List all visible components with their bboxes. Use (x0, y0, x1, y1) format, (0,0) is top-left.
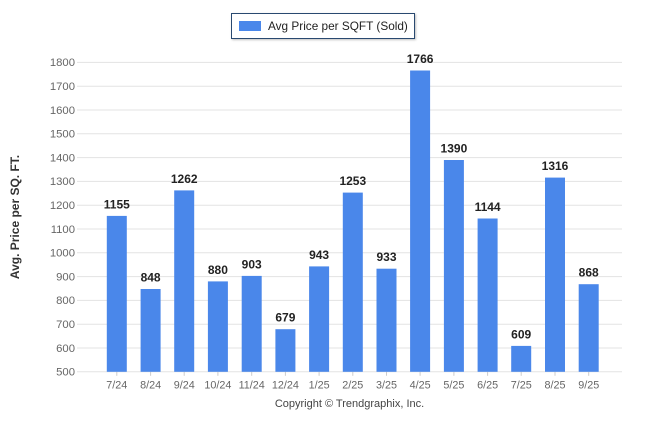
svg-text:8/24: 8/24 (140, 379, 161, 391)
svg-text:900: 900 (56, 271, 75, 283)
svg-text:4/25: 4/25 (410, 379, 431, 391)
svg-text:800: 800 (56, 295, 75, 307)
svg-text:500: 500 (56, 367, 75, 379)
svg-text:700: 700 (56, 319, 75, 331)
svg-text:848: 848 (141, 271, 161, 285)
svg-text:1100: 1100 (51, 224, 75, 236)
svg-text:12/24: 12/24 (272, 379, 299, 391)
svg-text:1500: 1500 (50, 129, 75, 141)
svg-text:1700: 1700 (50, 81, 75, 93)
svg-text:933: 933 (376, 250, 396, 264)
svg-text:1400: 1400 (50, 152, 75, 164)
svg-text:1300: 1300 (50, 176, 75, 188)
svg-text:679: 679 (275, 311, 295, 325)
svg-text:1766: 1766 (407, 52, 434, 66)
svg-text:11/24: 11/24 (239, 379, 265, 391)
svg-text:2/25: 2/25 (342, 379, 363, 391)
svg-text:9/24: 9/24 (174, 379, 195, 391)
svg-text:1390: 1390 (441, 142, 468, 156)
svg-text:8/25: 8/25 (544, 379, 565, 391)
svg-text:1316: 1316 (542, 159, 569, 173)
svg-text:10/24: 10/24 (204, 379, 231, 391)
svg-text:9/25: 9/25 (578, 379, 599, 391)
svg-text:1600: 1600 (50, 105, 75, 117)
svg-text:1262: 1262 (171, 172, 198, 186)
svg-text:1253: 1253 (339, 174, 366, 188)
svg-text:1000: 1000 (50, 248, 75, 260)
svg-text:1155: 1155 (104, 197, 130, 211)
svg-text:7/24: 7/24 (106, 379, 127, 391)
svg-text:903: 903 (242, 257, 262, 271)
svg-text:6/25: 6/25 (477, 379, 498, 391)
svg-text:1200: 1200 (50, 200, 75, 212)
svg-text:1800: 1800 (50, 57, 75, 69)
svg-text:1144: 1144 (475, 200, 501, 214)
svg-text:943: 943 (309, 248, 329, 262)
svg-text:868: 868 (579, 266, 599, 280)
svg-text:5/25: 5/25 (443, 379, 464, 391)
svg-text:600: 600 (56, 343, 75, 355)
svg-text:609: 609 (511, 327, 531, 341)
svg-text:7/25: 7/25 (511, 379, 532, 391)
svg-text:3/25: 3/25 (376, 379, 397, 391)
svg-text:1/25: 1/25 (309, 379, 330, 391)
svg-text:880: 880 (208, 263, 228, 277)
